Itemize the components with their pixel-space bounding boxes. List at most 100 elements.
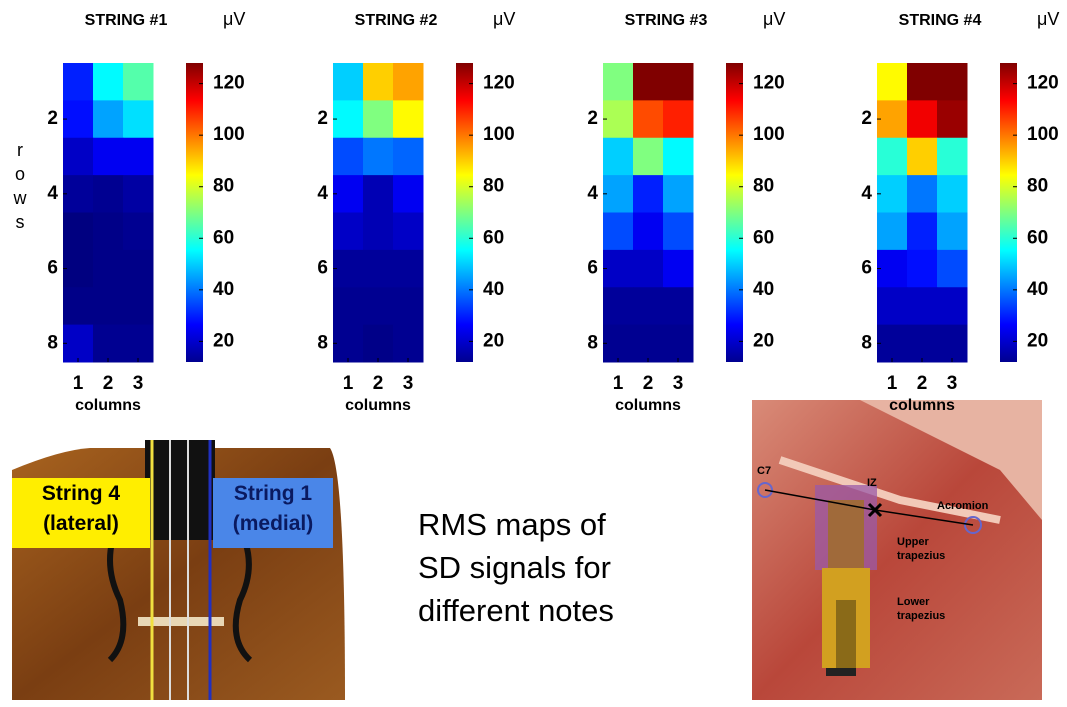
heat-cell <box>603 100 634 139</box>
heat-cell <box>603 175 634 213</box>
heat-cell <box>333 212 364 251</box>
y-tick-label: 8 <box>861 332 872 353</box>
unit-label: μV <box>763 9 785 29</box>
heat-cell <box>123 249 154 288</box>
heat-cell <box>393 175 424 213</box>
heat-cell <box>123 287 154 326</box>
heat-cell <box>333 100 364 139</box>
panel-title: STRING #1 <box>85 12 168 29</box>
heat-cell <box>603 324 634 363</box>
heat-cell <box>937 212 968 251</box>
heat-cell <box>937 100 968 139</box>
colorbar-tick-label: 120 <box>213 73 245 94</box>
x-tick-label: 2 <box>103 373 114 394</box>
heat-cell <box>363 100 394 139</box>
x-tick-label: 3 <box>403 373 414 394</box>
y-tick-label: 4 <box>861 183 872 204</box>
heat-cell <box>633 63 664 101</box>
colorbar-tick-label: 60 <box>483 227 504 248</box>
x-tick-label: 1 <box>73 373 84 394</box>
heat-cell <box>907 137 938 176</box>
heat-cell <box>363 63 394 101</box>
colorbar-tick-label: 60 <box>213 227 234 248</box>
heat-cell <box>907 287 938 326</box>
anatomy-label: Lower <box>897 596 930 608</box>
heat-cell <box>663 212 694 251</box>
y-tick-label: 6 <box>47 258 58 279</box>
heat-cell <box>93 324 124 363</box>
colorbar-tick-label: 40 <box>483 279 504 300</box>
heat-cell <box>877 324 908 363</box>
heat-cell <box>663 324 694 363</box>
x-tick-label: 3 <box>133 373 144 394</box>
unit-label: μV <box>493 9 515 29</box>
x-axis-label: columns <box>75 397 141 414</box>
heat-cell <box>937 287 968 326</box>
heat-cell <box>633 287 664 326</box>
heat-cell <box>63 63 94 101</box>
colorbar <box>186 63 203 362</box>
heat-cell <box>363 324 394 363</box>
heat-cell <box>907 175 938 213</box>
caption: RMS maps of <box>418 507 606 542</box>
caption: different notes <box>418 593 614 628</box>
heat-cell <box>363 175 394 213</box>
heat-cell <box>123 100 154 139</box>
heat-cell <box>93 287 124 326</box>
heat-cell <box>907 63 938 101</box>
colorbar-tick-label: 120 <box>1027 73 1059 94</box>
heat-cell <box>93 212 124 251</box>
colorbar-tick-label: 120 <box>483 73 515 94</box>
heat-cell <box>93 100 124 139</box>
heat-cell <box>663 175 694 213</box>
unit-label: μV <box>1037 9 1059 29</box>
x-tick-label: 3 <box>673 373 684 394</box>
colorbar-tick-label: 60 <box>1027 227 1048 248</box>
heat-cell <box>123 63 154 101</box>
y-axis-label: rows <box>10 140 30 236</box>
violin-label: (medial) <box>233 512 314 535</box>
y-tick-label: 4 <box>317 183 328 204</box>
panel-title: STRING #3 <box>625 12 708 29</box>
y-tick-label: 8 <box>317 332 328 353</box>
heat-cell <box>363 212 394 251</box>
heat-cell <box>907 324 938 363</box>
panel-title: STRING #4 <box>899 12 982 29</box>
violin-label: (lateral) <box>43 512 119 535</box>
heat-cell <box>393 287 424 326</box>
heat-cell <box>663 137 694 176</box>
colorbar-tick-label: 20 <box>1027 330 1048 351</box>
x-tick-label: 1 <box>887 373 898 394</box>
heat-cell <box>333 63 364 101</box>
heat-cell <box>603 137 634 176</box>
anatomy-label: Upper <box>897 536 930 548</box>
heat-cell <box>63 137 94 176</box>
colorbar-tick-label: 80 <box>753 176 774 197</box>
violin-label: String 4 <box>42 482 120 505</box>
colorbar <box>456 63 473 362</box>
x-axis-label: columns <box>345 397 411 414</box>
colorbar-tick-label: 40 <box>1027 279 1048 300</box>
heat-cell <box>93 249 124 288</box>
colorbar-tick-label: 100 <box>213 124 245 145</box>
heat-cell <box>603 249 634 288</box>
heat-cell <box>937 137 968 176</box>
heat-cell <box>877 287 908 326</box>
heat-cell <box>937 175 968 213</box>
heat-cell <box>363 137 394 176</box>
anatomy-image <box>752 400 1042 700</box>
heat-cell <box>937 324 968 363</box>
heat-cell <box>63 287 94 326</box>
colorbar-tick-label: 20 <box>483 330 504 351</box>
x-axis-label: columns <box>615 397 681 414</box>
colorbar-tick-label: 80 <box>483 176 504 197</box>
heat-cell <box>393 249 424 288</box>
y-tick-label: 8 <box>47 332 58 353</box>
colorbar-tick-label: 80 <box>1027 176 1048 197</box>
heat-cell <box>937 249 968 288</box>
colorbar-tick-label: 100 <box>753 124 785 145</box>
heat-cell <box>633 137 664 176</box>
heat-cell <box>877 100 908 139</box>
anatomy-label: trapezius <box>897 610 945 622</box>
heat-cell <box>603 212 634 251</box>
